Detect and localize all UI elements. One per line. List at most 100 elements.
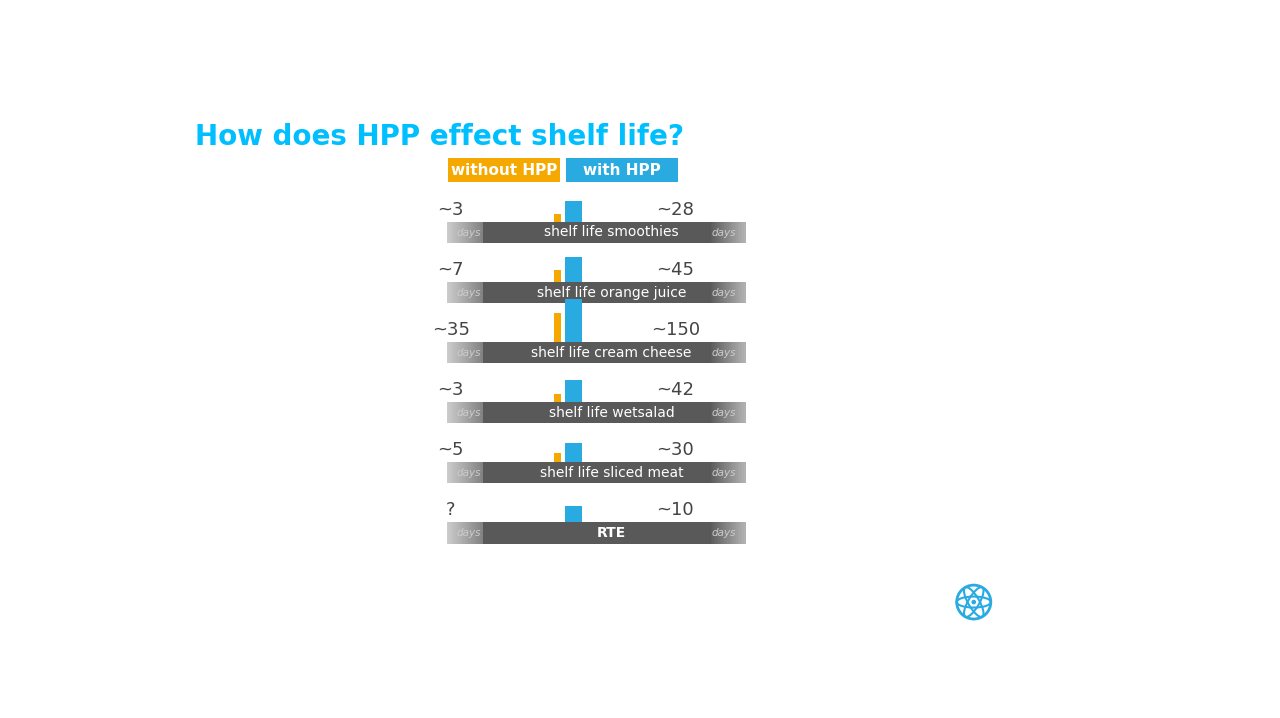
Bar bbox=[735, 281, 736, 303]
Bar bbox=[634, 402, 635, 424]
Bar bbox=[475, 462, 477, 483]
Bar bbox=[648, 281, 650, 303]
Bar bbox=[663, 462, 664, 483]
Bar bbox=[671, 402, 672, 424]
Bar bbox=[570, 402, 571, 424]
Bar bbox=[476, 222, 479, 243]
Bar bbox=[471, 402, 472, 424]
Bar bbox=[475, 342, 477, 363]
Bar bbox=[576, 522, 579, 544]
Bar bbox=[447, 281, 448, 303]
Bar bbox=[492, 522, 493, 544]
Bar bbox=[461, 522, 462, 544]
Bar bbox=[471, 281, 472, 303]
Bar bbox=[575, 522, 577, 544]
Bar bbox=[686, 462, 687, 483]
Bar bbox=[490, 462, 492, 483]
Bar bbox=[695, 281, 696, 303]
Bar bbox=[716, 342, 717, 363]
Bar bbox=[588, 281, 589, 303]
Bar bbox=[600, 281, 603, 303]
Bar bbox=[724, 402, 726, 424]
Bar bbox=[599, 462, 600, 483]
Bar bbox=[611, 522, 613, 544]
Bar bbox=[708, 402, 709, 424]
Bar bbox=[735, 522, 736, 544]
Bar bbox=[602, 402, 604, 424]
Bar bbox=[721, 281, 723, 303]
Bar bbox=[539, 222, 541, 243]
Bar bbox=[588, 462, 589, 483]
Bar bbox=[517, 522, 518, 544]
Bar bbox=[571, 281, 572, 303]
Bar bbox=[628, 342, 631, 363]
Bar bbox=[580, 522, 581, 544]
Bar bbox=[605, 222, 607, 243]
Bar bbox=[561, 222, 562, 243]
Bar bbox=[544, 342, 545, 363]
Bar bbox=[653, 402, 654, 424]
Bar bbox=[502, 342, 504, 363]
Bar bbox=[525, 342, 526, 363]
Bar bbox=[621, 462, 623, 483]
Bar bbox=[628, 281, 631, 303]
Bar bbox=[689, 342, 690, 363]
Bar bbox=[526, 342, 527, 363]
Bar bbox=[660, 522, 662, 544]
Bar bbox=[634, 522, 635, 544]
Bar bbox=[655, 402, 658, 424]
Bar bbox=[477, 402, 480, 424]
Bar bbox=[448, 281, 451, 303]
Bar bbox=[684, 462, 686, 483]
Bar bbox=[590, 402, 591, 424]
Bar bbox=[493, 462, 495, 483]
Bar bbox=[499, 281, 500, 303]
Bar bbox=[548, 342, 550, 363]
Bar bbox=[675, 281, 677, 303]
Bar bbox=[521, 342, 524, 363]
Bar bbox=[548, 462, 550, 483]
Bar bbox=[531, 281, 534, 303]
Bar bbox=[499, 402, 500, 424]
Bar bbox=[465, 462, 466, 483]
Bar bbox=[673, 522, 676, 544]
Bar bbox=[472, 342, 474, 363]
Bar bbox=[454, 281, 456, 303]
Bar bbox=[623, 342, 625, 363]
Bar bbox=[572, 402, 573, 424]
Bar bbox=[511, 342, 513, 363]
Bar bbox=[681, 402, 682, 424]
Bar bbox=[681, 222, 682, 243]
Bar bbox=[603, 402, 605, 424]
Bar bbox=[662, 402, 663, 424]
Bar bbox=[547, 222, 549, 243]
Bar bbox=[494, 402, 497, 424]
Bar bbox=[526, 222, 527, 243]
Bar bbox=[593, 462, 595, 483]
Bar bbox=[567, 402, 570, 424]
Bar bbox=[589, 222, 590, 243]
Bar bbox=[742, 462, 744, 483]
Bar bbox=[659, 222, 660, 243]
Bar bbox=[648, 402, 650, 424]
Bar bbox=[605, 462, 607, 483]
Bar bbox=[632, 222, 634, 243]
Bar bbox=[609, 222, 612, 243]
Bar bbox=[709, 222, 712, 243]
Bar bbox=[518, 342, 520, 363]
Bar bbox=[678, 342, 680, 363]
Bar bbox=[609, 522, 612, 544]
Bar bbox=[724, 281, 726, 303]
Bar bbox=[733, 342, 735, 363]
Bar bbox=[500, 281, 502, 303]
Bar bbox=[727, 522, 730, 544]
Bar bbox=[625, 522, 626, 544]
Bar bbox=[471, 462, 472, 483]
Bar bbox=[470, 402, 471, 424]
Bar bbox=[627, 222, 630, 243]
Text: ~35: ~35 bbox=[431, 321, 470, 339]
Bar bbox=[544, 522, 545, 544]
Bar bbox=[603, 462, 605, 483]
Bar bbox=[517, 402, 518, 424]
Bar bbox=[732, 462, 733, 483]
